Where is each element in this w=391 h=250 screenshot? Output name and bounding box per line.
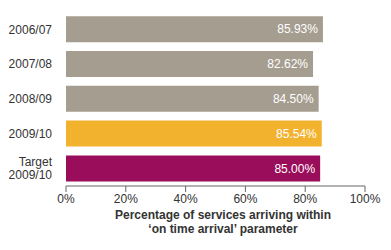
svg-text:2007/08: 2007/08 [9,57,53,71]
svg-text:0%: 0% [57,192,75,206]
svg-text:85.54%: 85.54% [276,127,317,141]
svg-text:40%: 40% [174,192,198,206]
svg-text:Target2009/10: Target2009/10 [9,155,53,182]
svg-text:60%: 60% [233,192,257,206]
svg-text:2006/07: 2006/07 [9,23,53,37]
svg-text:2009/10: 2009/10 [9,127,53,141]
svg-text:82.62%: 82.62% [267,57,308,71]
svg-text:85.00%: 85.00% [274,162,315,176]
svg-text:100%: 100% [350,192,381,206]
svg-text:85.93%: 85.93% [277,22,318,36]
svg-text:84.50%: 84.50% [273,92,314,106]
svg-text:2008/09: 2008/09 [9,92,53,106]
svg-text:80%: 80% [293,192,317,206]
html-text:Percentage of services arrivin: Percentage of services arriving within ‘… [115,208,331,236]
svg-text:20%: 20% [114,192,138,206]
